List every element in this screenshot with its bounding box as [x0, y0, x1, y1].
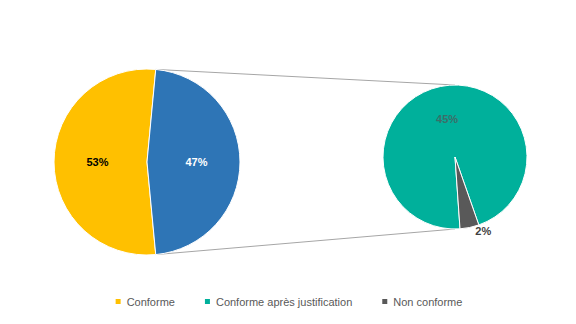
svg-text:47%: 47%	[185, 156, 207, 168]
svg-text:Conforme après justification: Conforme après justification	[216, 296, 352, 308]
svg-text:2%: 2%	[475, 225, 491, 237]
svg-text:53%: 53%	[86, 156, 108, 168]
svg-text:45%: 45%	[436, 113, 458, 125]
svg-text:Non conforme: Non conforme	[393, 296, 462, 308]
svg-text:Conforme: Conforme	[127, 296, 175, 308]
